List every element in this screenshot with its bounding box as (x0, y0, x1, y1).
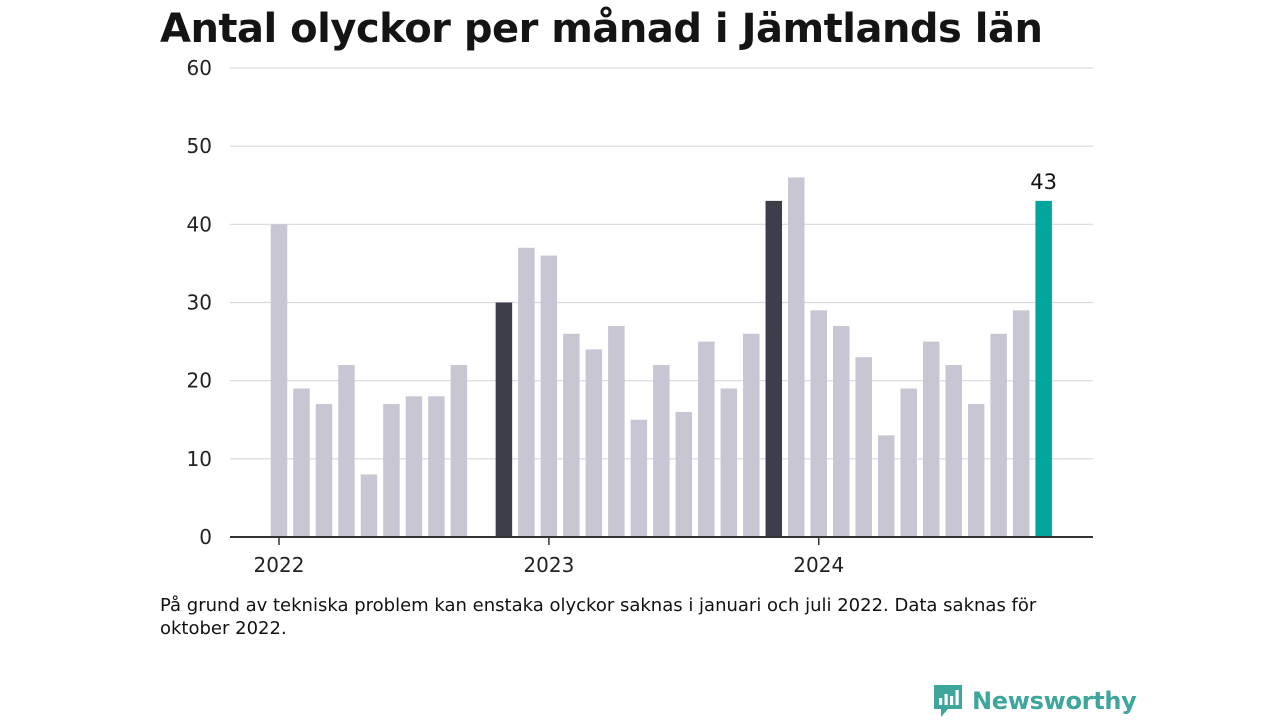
bar-2023-12 (788, 177, 805, 537)
bar-2024-04 (877, 435, 895, 537)
brand-name: Newsworthy (972, 687, 1137, 715)
bar-2023-05 (630, 419, 648, 537)
y-tick-label: 30 (187, 291, 212, 315)
bar-2022-07 (405, 396, 423, 537)
footnote: På grund av tekniska problem kan enstaka… (160, 595, 1037, 639)
newsworthy-logo-icon (934, 685, 962, 717)
chart-title: Antal olyckor per månad i Jämtlands län (160, 6, 1043, 52)
brand-logo[interactable]: Newsworthy (932, 683, 1137, 719)
y-tick-label: 40 (187, 212, 212, 236)
bar-2023-07 (675, 411, 693, 537)
bar-2022-09 (450, 365, 468, 537)
bar-2023-08 (698, 341, 715, 537)
y-tick-label: 50 (187, 134, 212, 158)
bar-2024-06 (922, 341, 940, 537)
y-tick-label: 20 (187, 369, 212, 393)
bar-2023-01 (540, 255, 558, 537)
bar-2024-10 (1012, 310, 1030, 537)
bar-2024-11 (1035, 200, 1052, 537)
bar-2023-04 (608, 325, 625, 537)
bar-2022-12 (518, 247, 535, 538)
y-axis-tick-labels: 0 10 20 30 40 50 60 (187, 56, 212, 549)
bar-2024-09 (990, 333, 1007, 537)
bar-2022-05 (360, 474, 378, 537)
bar-2024-05 (900, 388, 917, 537)
bar-2022-06 (383, 404, 400, 537)
bar-2023-09 (720, 388, 738, 537)
bar-2023-10 (743, 333, 760, 537)
bar-2023-11 (765, 200, 783, 537)
bar-2022-08 (428, 396, 445, 537)
bar-2024-08 (967, 404, 985, 537)
x-tick-label: 2024 (793, 553, 844, 577)
bar-2023-03 (585, 349, 603, 537)
annotations: 43 (1030, 170, 1057, 194)
bar-2023-02 (563, 333, 580, 537)
y-tick-label: 0 (199, 525, 212, 549)
x-tick-label: 2022 (254, 553, 305, 577)
bar-2024-07 (945, 365, 962, 537)
bar-2023-06 (653, 365, 670, 537)
bar-2022-11 (495, 302, 513, 537)
bar-2024-02 (833, 325, 850, 537)
data-label-2024-11: 43 (1030, 170, 1057, 194)
bar-chart: 0 10 20 30 40 50 60 2022 2023 2024 43 (187, 56, 1093, 577)
bars (270, 177, 1052, 538)
y-tick-label: 60 (187, 56, 212, 80)
bar-2022-03 (315, 404, 333, 537)
y-tick-label: 10 (187, 447, 212, 471)
x-axis-tick-labels: 2022 2023 2024 (254, 537, 844, 577)
bar-2022-01 (270, 224, 288, 538)
bar-2024-03 (855, 357, 872, 537)
x-tick-label: 2023 (523, 553, 574, 577)
bar-2022-04 (338, 365, 355, 537)
bar-2022-02 (293, 388, 310, 537)
bar-2024-01 (810, 310, 828, 537)
